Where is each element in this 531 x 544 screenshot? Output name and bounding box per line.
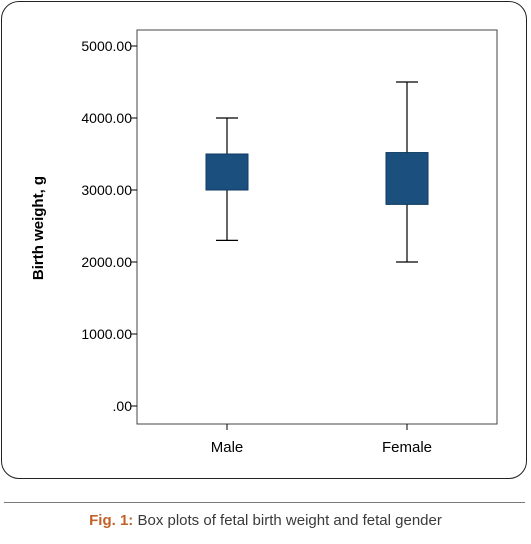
box-male (205, 153, 249, 191)
figure-caption: Fig. 1: Box plots of fetal birth weight … (0, 512, 531, 529)
x-tick-label: Female (382, 439, 432, 456)
y-tick-label: 1000.00 (81, 326, 132, 342)
y-axis-label: Birth weight, g (30, 176, 47, 280)
y-tick-label: 5000.00 (81, 38, 132, 54)
caption-text: Box plots of fetal birth weight and feta… (137, 512, 442, 529)
plot-area: .00 1000.00 2000.00 3000.00 4000.00 5000.00 Ma… (81, 29, 498, 456)
caption-divider (4, 502, 525, 503)
figure-frame (1, 1, 527, 479)
box-plot-chart: Birth weight, g .00 1000.00 2000.00 3000.00… (30, 29, 498, 456)
y-tick-label: .00 (113, 398, 133, 414)
box-female (385, 152, 429, 205)
plot-frame (136, 29, 498, 425)
y-tick-label: 3000.00 (81, 182, 132, 198)
y-tick-label: 2000.00 (81, 254, 132, 270)
figure-label: Fig. 1: (89, 512, 134, 529)
y-tick-label: 4000.00 (81, 110, 132, 126)
x-tick-label: Male (211, 439, 244, 456)
